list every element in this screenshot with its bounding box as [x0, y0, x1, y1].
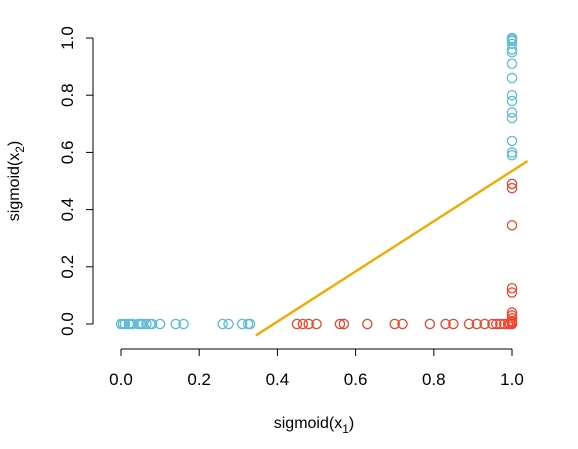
y-tick-label: 0.0: [58, 312, 77, 336]
x-tick-label: 0.8: [422, 370, 446, 389]
point-class-b: [362, 318, 373, 330]
point-class-a: [236, 318, 248, 330]
point-class-b: [311, 318, 322, 330]
point-class-a: [506, 47, 518, 58]
point-class-b: [471, 318, 483, 330]
point-class-b: [397, 318, 408, 330]
x-tick-label: 1.0: [500, 370, 524, 389]
point-class-a: [506, 107, 518, 118]
point-class-b: [479, 318, 490, 330]
point-class-a: [217, 318, 228, 330]
point-class-b: [291, 318, 303, 330]
point-class-a: [178, 318, 189, 330]
point-class-b: [506, 287, 518, 298]
point-class-b: [334, 318, 346, 330]
point-class-b: [463, 318, 475, 330]
point-class-b: [506, 220, 518, 231]
point-class-b: [338, 318, 350, 330]
y-tick-label: 0.8: [58, 83, 77, 107]
x-axis-label: sigmoid(x1): [274, 415, 354, 436]
y-axis-label: sigmoid(x2): [6, 141, 27, 221]
decision-boundary-line: [255, 159, 529, 337]
point-class-a: [506, 89, 518, 101]
point-class-b: [491, 318, 502, 330]
point-class-a: [506, 135, 518, 147]
y-tick-label: 0.4: [58, 198, 77, 222]
point-class-a: [170, 318, 181, 330]
x-tick-label: 0.6: [344, 370, 368, 389]
point-class-a: [506, 72, 518, 84]
point-class-b: [297, 318, 309, 330]
y-axis: 0.0 0.2 0.4 0.6 0.8 1.0: [58, 26, 94, 336]
point-class-a: [506, 147, 518, 158]
point-class-b: [487, 318, 498, 330]
x-tick-label: 0.4: [266, 370, 290, 389]
point-class-b: [506, 307, 518, 318]
point-class-a: [506, 112, 518, 124]
y-tick-label: 0.6: [58, 141, 77, 165]
point-class-b: [506, 178, 518, 190]
x-tick-label: 0.2: [187, 370, 211, 389]
point-class-a: [141, 318, 152, 330]
point-class-b: [424, 318, 436, 330]
point-class-b: [303, 318, 314, 330]
point-class-b: [506, 282, 518, 294]
y-tick-label: 0.2: [58, 255, 77, 279]
point-class-b: [440, 318, 451, 330]
data-points: [115, 32, 518, 330]
point-class-b: [506, 313, 518, 324]
point-class-b: [506, 182, 518, 194]
point-class-b: [506, 310, 518, 321]
point-class-a: [223, 318, 234, 330]
point-class-b: [389, 318, 400, 330]
y-tick-label: 1.0: [58, 26, 77, 50]
point-class-a: [506, 58, 518, 69]
point-class-b: [448, 318, 459, 330]
decision-boundary: [255, 159, 529, 337]
point-class-a: [154, 318, 166, 330]
point-class-a: [506, 150, 518, 161]
point-class-a: [244, 318, 256, 330]
x-axis: 0.0 0.2 0.4 0.6 0.8 1.0: [109, 348, 524, 389]
point-class-a: [506, 44, 518, 55]
point-class-a: [147, 318, 158, 330]
point-class-a: [119, 318, 131, 330]
point-class-a: [506, 95, 518, 107]
x-tick-label: 0.0: [109, 370, 133, 389]
